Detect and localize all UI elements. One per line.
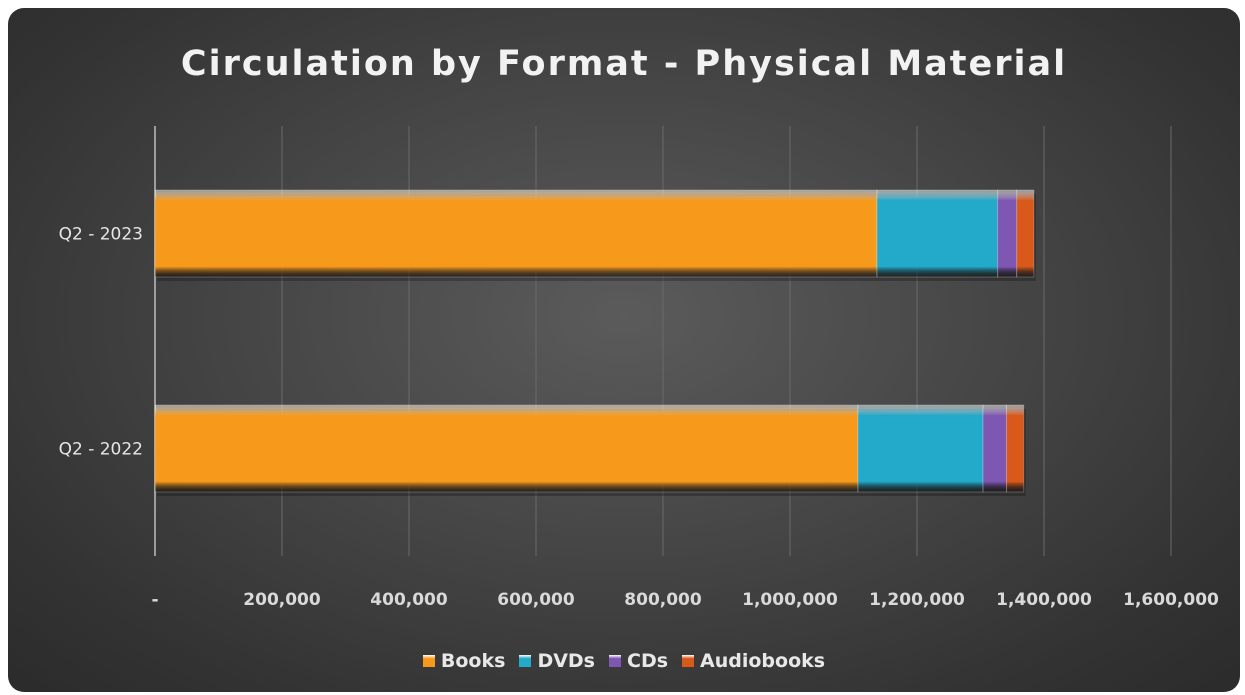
bar-audiobooks (1006, 404, 1025, 493)
x-tick-label: 1,400,000 (996, 590, 1092, 610)
chart-legend: Books DVDs CDs Audiobooks (8, 650, 1240, 672)
chart-plot: - 200,000 400,000 600,000 800,000 1,000,000 1,… (59, 126, 1219, 610)
x-tick-label: 800,000 (624, 590, 702, 610)
x-tick-label: 200,000 (243, 590, 321, 610)
legend-label: CDs (627, 650, 669, 672)
legend-label: DVDs (537, 650, 595, 672)
legend-item: CDs (609, 650, 668, 672)
x-tick-label: 1,000,000 (742, 590, 838, 610)
bar-books (154, 189, 878, 278)
x-tick-label: 1,600,000 (1123, 590, 1219, 610)
bar-dvds (876, 189, 999, 278)
x-tick-label: - (151, 590, 158, 610)
category-label: Q2 - 2022 (59, 440, 143, 460)
legend-swatch (422, 655, 435, 667)
chart-frame: Circulation by Format - Physical Materia… (8, 8, 1240, 692)
legend-swatch (519, 655, 532, 667)
legend-swatch (682, 655, 695, 667)
bar-cds (997, 189, 1018, 278)
x-tick-label: 400,000 (370, 590, 448, 610)
x-tick-label: 600,000 (497, 590, 575, 610)
legend-swatch (609, 655, 621, 667)
bar-audiobooks (1016, 189, 1035, 278)
legend-label: Audiobooks (700, 650, 826, 672)
x-tick-label: 1,200,000 (869, 590, 965, 610)
bar-cds (982, 404, 1008, 493)
chart-title: Circulation by Format - Physical Materia… (180, 44, 1068, 84)
bar-books (154, 404, 859, 493)
legend-item: Audiobooks (682, 650, 825, 672)
legend-item: Books (422, 650, 506, 672)
legend-item: DVDs (519, 650, 595, 672)
category-label: Q2 - 2023 (59, 225, 143, 245)
bar-dvds (857, 404, 984, 493)
legend-label: Books (440, 650, 506, 672)
